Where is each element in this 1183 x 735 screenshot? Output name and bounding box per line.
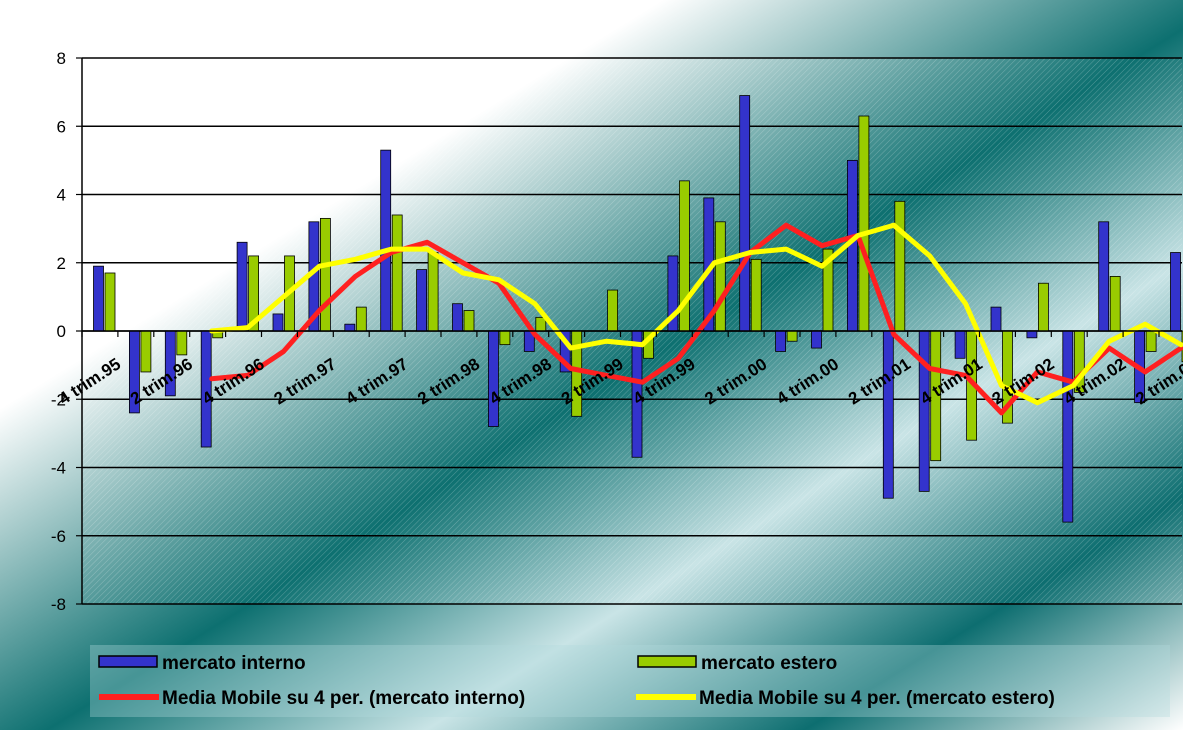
bar-mercato-estero [1038, 283, 1048, 331]
y-tick-label: -8 [51, 595, 66, 614]
bar-mercato-interno [273, 314, 283, 331]
bar-mercato-estero [320, 218, 330, 331]
y-tick-label: -6 [51, 527, 66, 546]
bar-mercato-estero [895, 201, 905, 331]
bar-mercato-estero [1110, 276, 1120, 331]
bar-mercato-estero [177, 331, 187, 355]
bar-mercato-estero [859, 116, 869, 331]
bar-mercato-interno [94, 266, 104, 331]
bar-mercato-interno [919, 331, 929, 491]
bar-mercato-interno [991, 307, 1001, 331]
bar-mercato-interno [488, 331, 498, 427]
legend-label-mercato-interno: mercato interno [162, 653, 306, 674]
legend-label-media-estero: Media Mobile su 4 per. (mercato estero) [699, 688, 1055, 709]
bar-mercato-estero [392, 215, 402, 331]
legend-swatch-mercato-estero [638, 656, 696, 667]
legend: mercato interno mercato estero Media Mob… [90, 645, 1170, 717]
bar-mercato-interno [381, 150, 391, 331]
y-tick-label: 0 [57, 322, 66, 341]
y-tick-label: 4 [57, 186, 66, 205]
bar-mercato-interno [1027, 331, 1037, 338]
y-tick-label: 8 [57, 49, 66, 68]
bar-mercato-interno [345, 324, 355, 331]
bar-mercato-estero [787, 331, 797, 341]
bar-mercato-estero [715, 222, 725, 331]
y-tick-label: -4 [51, 459, 66, 478]
bar-mercato-interno [1063, 331, 1073, 522]
bar-mercato-estero [356, 307, 366, 331]
bar-mercato-interno [237, 242, 247, 331]
bar-mercato-estero [608, 290, 618, 331]
bar-mercato-interno [417, 270, 427, 331]
legend-swatch-mercato-interno [99, 656, 157, 667]
legend-label-media-interno: Media Mobile su 4 per. (mercato interno) [162, 688, 525, 709]
bar-mercato-interno [955, 331, 965, 358]
bar-mercato-interno [453, 304, 463, 331]
bar-mercato-interno [1099, 222, 1109, 331]
bar-mercato-estero [428, 253, 438, 331]
y-tick-label: 6 [57, 117, 66, 136]
bar-mercato-interno [740, 96, 750, 331]
bar-mercato-interno [883, 331, 893, 498]
bar-mercato-estero [500, 331, 510, 345]
bar-mercato-estero [1146, 331, 1156, 351]
legend-label-mercato-estero: mercato estero [701, 653, 837, 674]
bar-mercato-interno [1171, 253, 1181, 331]
bar-mercato-estero [751, 259, 761, 331]
y-tick-label: 2 [57, 254, 66, 273]
bar-mercato-estero [464, 311, 474, 331]
bar-mercato-interno [812, 331, 822, 348]
bar-mercato-estero [105, 273, 115, 331]
bar-mercato-interno [776, 331, 786, 351]
bar-mercato-estero [141, 331, 151, 372]
